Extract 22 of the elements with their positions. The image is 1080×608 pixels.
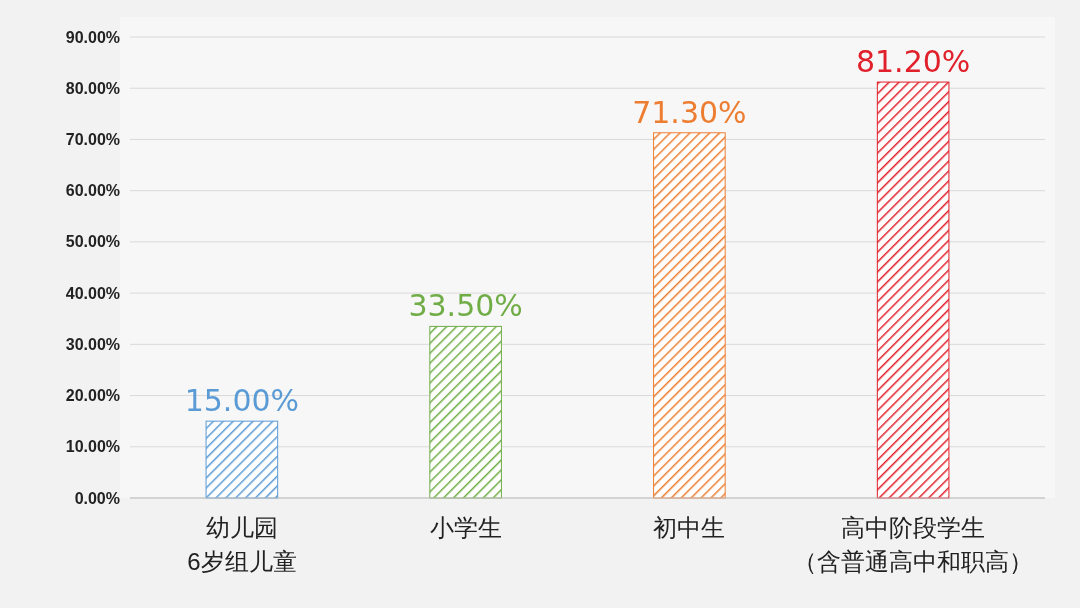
- x-tick-label: 初中生: [653, 514, 726, 541]
- data-label: 71.30%: [632, 94, 747, 130]
- y-tick-label: 80.00%: [65, 79, 120, 97]
- x-tick-label: 高中阶段学生（含普通高中和职高）: [793, 514, 1034, 575]
- x-tick-label: 小学生: [429, 514, 502, 541]
- y-tick-label: 0.00%: [74, 489, 120, 507]
- y-tick-label: 60.00%: [65, 182, 120, 200]
- y-tick-label: 20.00%: [65, 387, 120, 405]
- data-label: 81.20%: [855, 44, 971, 80]
- y-tick-label: 90.00%: [65, 28, 120, 46]
- y-tick-label: 50.00%: [65, 233, 120, 251]
- y-tick-label: 40.00%: [65, 284, 120, 302]
- bar: [429, 325, 502, 499]
- bar: [205, 420, 279, 499]
- x-tick-label: 幼儿园6岁组儿童: [187, 514, 297, 575]
- data-label: 33.50%: [408, 288, 523, 324]
- y-tick-label: 30.00%: [65, 335, 120, 353]
- bar: [876, 81, 950, 499]
- y-tick-label: 70.00%: [65, 131, 120, 149]
- data-label: 15.00%: [184, 383, 300, 419]
- y-tick-label: 10.00%: [65, 438, 120, 456]
- bar: [653, 132, 726, 499]
